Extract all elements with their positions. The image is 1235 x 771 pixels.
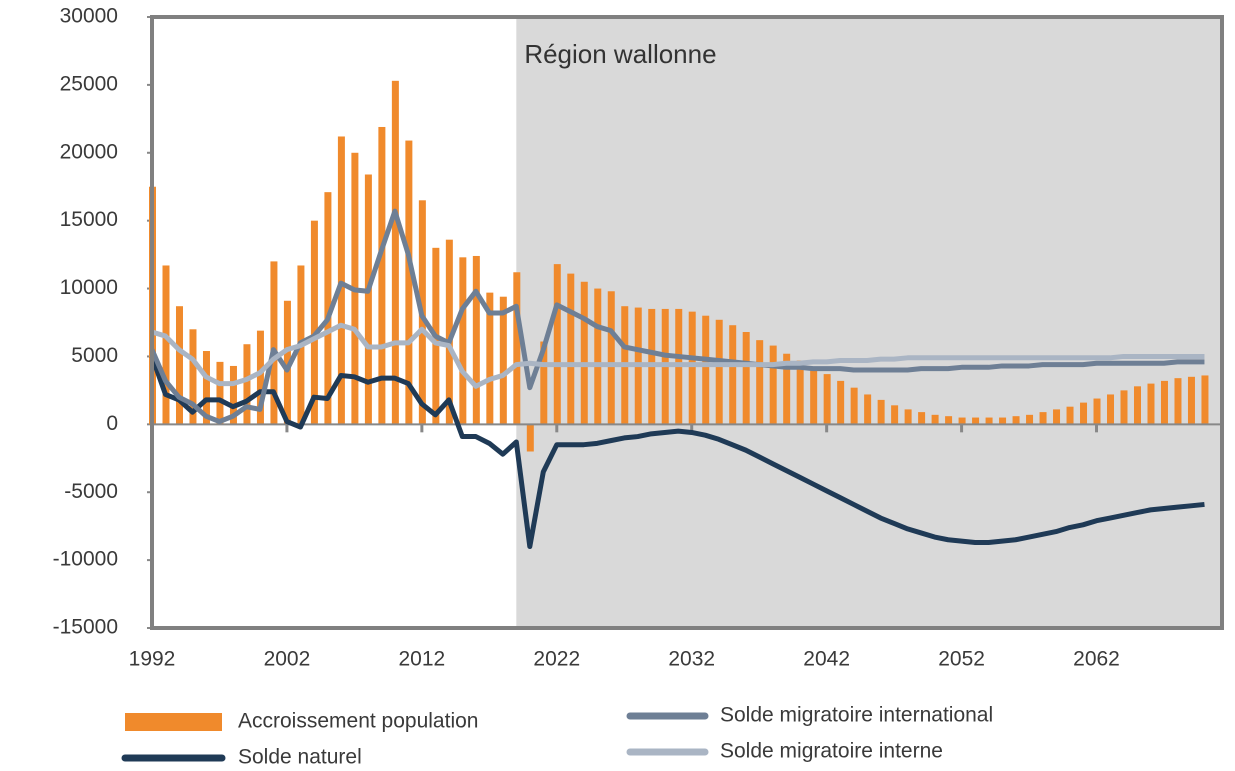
y-tick-label: 15000 [60,208,118,231]
projection-shade [516,17,1222,628]
bar [459,257,467,425]
bar [256,330,264,425]
bar [472,255,480,425]
bar [742,332,750,425]
legend-swatch [125,713,222,731]
bar [1147,383,1155,425]
bar [567,273,575,425]
bar [999,417,1007,425]
legend-label: Solde migratoire interne [720,740,943,763]
bar [796,360,804,425]
y-tick-label: -5000 [64,480,118,503]
bar [1120,390,1128,425]
y-tick-label: 30000 [60,5,118,28]
legend-label: Solde migratoire international [720,704,993,727]
bar [1160,380,1168,425]
y-tick-label: -15000 [53,616,118,639]
legend-label: Accroissement population [238,710,478,733]
bar [378,126,386,425]
x-tick-label: 2032 [668,648,715,671]
bar [445,239,453,425]
bar [931,414,939,425]
plot-frame [150,15,1224,630]
x-tick-label: 2012 [399,648,446,671]
bar [783,353,791,425]
bar [553,264,561,425]
bar [1107,394,1115,425]
bar [985,417,993,425]
bar [580,281,588,425]
bar [729,325,737,425]
bar [1053,409,1061,425]
x-tick-label: 2002 [264,648,311,671]
chart-title: Région wallonne [524,39,716,69]
bar [891,405,899,425]
bar [945,416,953,425]
bar [850,387,858,425]
y-tick-label: 0 [106,412,118,435]
bar [823,374,831,425]
y-tick-label: 10000 [60,276,118,299]
bar [918,412,926,425]
line [151,322,1205,389]
bar [324,192,332,425]
bar [1133,386,1141,425]
x-tick-label: 1992 [129,648,176,671]
bar [1026,414,1034,425]
bar [877,399,885,425]
x-tick-label: 2022 [533,648,580,671]
bar [1174,378,1182,425]
bar [1093,398,1101,425]
bar [526,424,534,452]
bar [310,220,318,425]
bar [1187,376,1195,425]
bar [904,409,912,425]
bar [1012,416,1020,425]
y-tick-label: 25000 [60,72,118,95]
bar [243,344,251,425]
bar [229,365,237,425]
bar [594,288,602,425]
line [149,208,1205,425]
bar [810,367,818,425]
bar [337,136,345,425]
bar [756,340,764,425]
bar [391,80,399,425]
legend-label: Solde naturel [238,746,362,769]
bar [958,417,966,425]
bar [405,140,413,425]
bar [283,300,291,425]
bar [499,296,507,425]
bar [189,329,197,425]
bar [270,261,278,425]
x-tick-label: 2042 [803,648,850,671]
bar [540,341,548,425]
x-tick-label: 2062 [1073,648,1120,671]
y-tick-label: 5000 [71,344,118,367]
x-tick-label: 2052 [938,648,985,671]
line [149,355,1205,550]
y-tick-label: -10000 [53,548,118,571]
bar [202,351,210,425]
bar [769,345,777,425]
bar [486,292,494,425]
y-tick-label: 20000 [60,140,118,163]
bar [837,380,845,425]
bar [702,315,710,425]
bar [162,265,170,425]
bar [1039,412,1047,425]
bar [216,361,224,425]
bar [607,291,615,425]
bar [1080,402,1088,425]
bar [513,272,521,425]
bar [1201,375,1209,425]
bar [175,306,183,425]
bar [1066,406,1074,425]
bar [864,394,872,425]
bar [715,319,723,425]
bar [364,174,372,425]
bar [688,311,696,425]
bar [972,417,980,425]
